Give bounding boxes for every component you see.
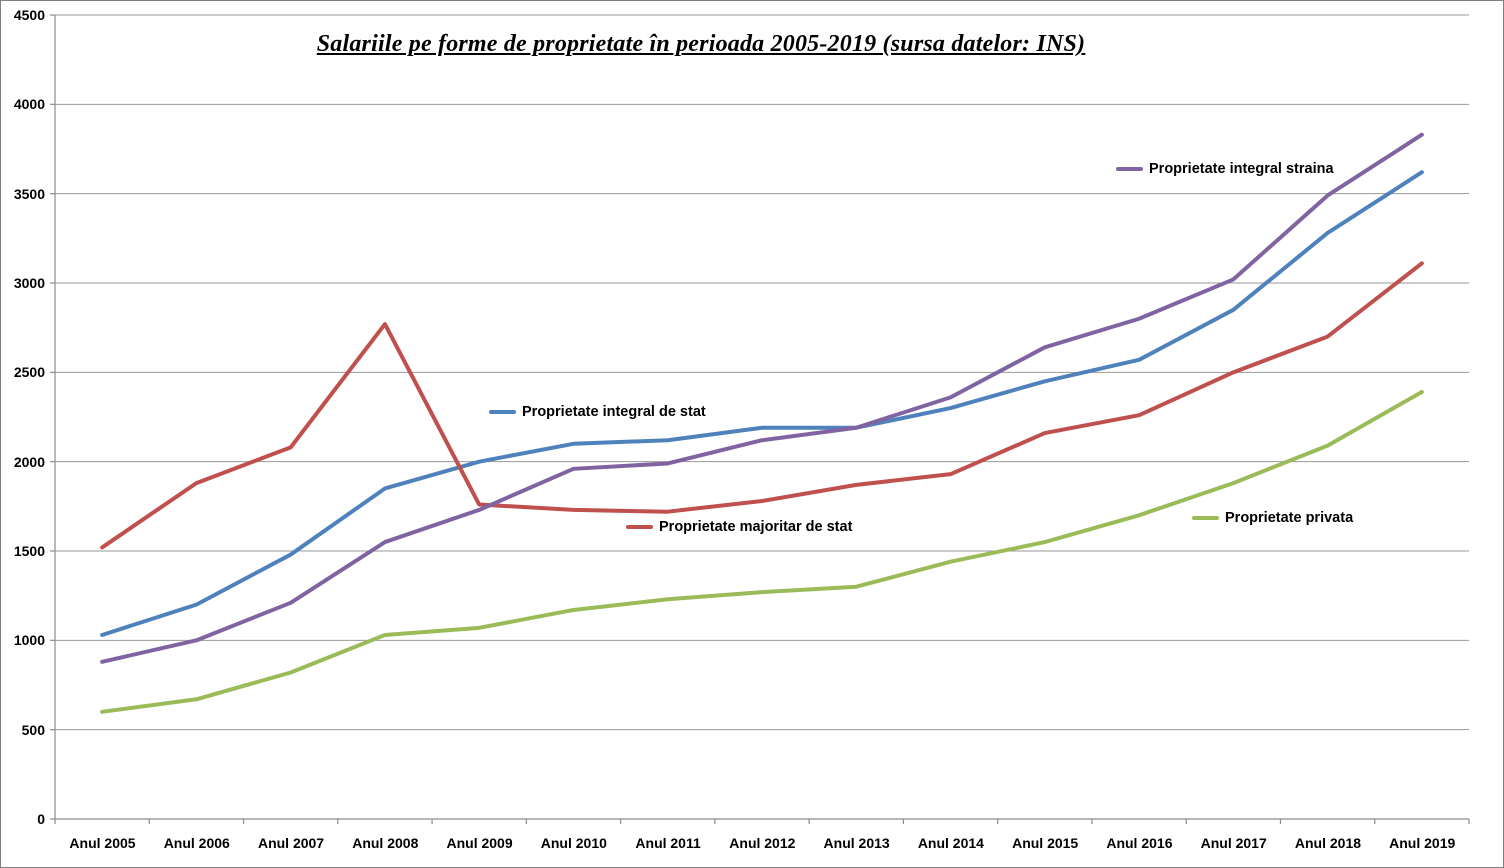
legend-item-privata: Proprietate privata — [1192, 510, 1353, 526]
chart-title: Salariile pe forme de proprietate în per… — [316, 31, 1086, 57]
x-tick-label-anul-2006: Anul 2006 — [163, 835, 230, 851]
series-line-proprietate-majoritar-de-stat — [100, 261, 1424, 550]
x-tick-label-anul-2009: Anul 2009 — [446, 835, 513, 851]
x-tick-label-anul-2015: Anul 2015 — [1012, 835, 1079, 851]
series-line-proprietate-privata — [100, 389, 1424, 714]
series-line-proprietate-integral-straina — [100, 132, 1424, 664]
x-tick-label-anul-2013: Anul 2013 — [823, 835, 890, 851]
legend-item-majoritar-de-stat: Proprietate majoritar de stat — [626, 519, 852, 535]
x-tick-label-anul-2017: Anul 2017 — [1200, 835, 1267, 851]
y-tick-label-2000: 2000 — [13, 453, 45, 470]
x-tick-label-anul-2008: Anul 2008 — [352, 835, 419, 851]
y-tick-label-4500: 4500 — [13, 7, 45, 23]
x-tick-label-anul-2019: Anul 2019 — [1389, 835, 1456, 851]
legend-item-integral-straina: Proprietate integral straina — [1116, 161, 1334, 177]
y-tick-label-1500: 1500 — [13, 543, 45, 559]
legend-label-integral-de-stat: Proprietate integral de stat — [522, 404, 706, 420]
x-tick-label-anul-2014: Anul 2014 — [917, 835, 984, 851]
legend-item-integral-de-stat: Proprietate integral de stat — [489, 404, 706, 420]
y-tick-label-500: 500 — [21, 721, 45, 738]
legend-label-majoritar-de-stat: Proprietate majoritar de stat — [659, 519, 853, 535]
y-tick-label-3000: 3000 — [13, 275, 45, 291]
y-tick-label-4000: 4000 — [13, 96, 45, 113]
legend-line-swatch-blue — [489, 410, 516, 414]
x-tick-label-anul-2011: Anul 2011 — [635, 835, 701, 851]
y-tick-label-2500: 2500 — [13, 364, 45, 381]
x-tick-label-anul-2007: Anul 2007 — [257, 835, 325, 851]
legend-line-swatch-purple — [1116, 167, 1143, 171]
y-tick-label-1000: 1000 — [13, 632, 45, 649]
series-line-proprietate-integral-de-stat — [100, 170, 1424, 637]
x-tick-label-anul-2018: Anul 2018 — [1294, 835, 1362, 851]
x-tick-label-anul-2010: Anul 2010 — [540, 835, 607, 851]
x-tick-label-anul-2016: Anul 2016 — [1106, 835, 1173, 851]
legend-line-swatch-green — [1192, 516, 1219, 520]
y-tick-label-0: 0 — [37, 811, 45, 827]
legend-line-swatch-red — [626, 525, 653, 529]
legend-label-integral-straina: Proprietate integral straina — [1149, 161, 1334, 177]
legend-label-privata: Proprietate privata — [1225, 510, 1354, 526]
x-tick-label-anul-2012: Anul 2012 — [729, 835, 796, 851]
x-tick-label-anul-2005: Anul 2005 — [69, 835, 136, 851]
y-tick-label-3500: 3500 — [13, 185, 45, 202]
